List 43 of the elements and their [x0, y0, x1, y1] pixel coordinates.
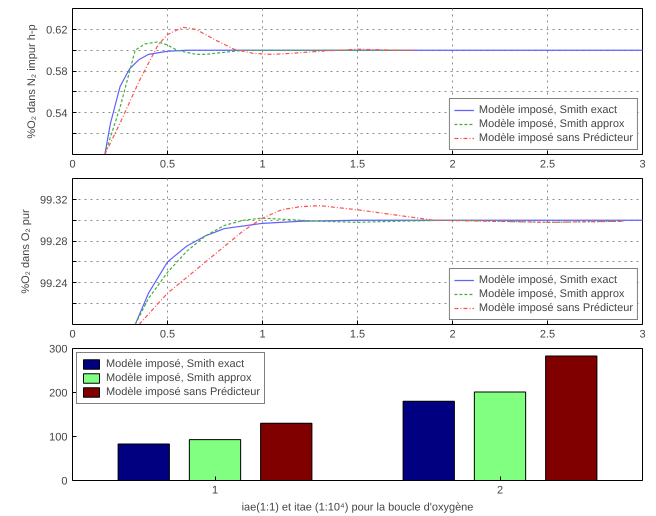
x-tick-label: 0 [69, 328, 76, 340]
legend-label: Modèle imposé, Smith exact [106, 357, 244, 371]
x-tick-label: 3 [639, 328, 646, 340]
x-tick-label: 1 [259, 158, 266, 170]
legend-label: Modèle imposé, Smith exact [478, 273, 618, 287]
y-tick-label: 99.32 [40, 194, 68, 206]
bar [260, 422, 312, 480]
y-axis-title: %O₂ dans N₂ impur h-p [26, 24, 38, 139]
x-axis-title: iae(1:1) et itae (1:10⁴) pour la boucle d'oxygène [242, 502, 474, 514]
legend-label: Modèle imposé sans Prédicteur [106, 385, 260, 399]
y-tick-label: 99.24 [40, 278, 68, 290]
y-tick-label: 99.28 [40, 236, 68, 248]
bar [545, 355, 598, 480]
y-tick-label: 200 [49, 388, 68, 400]
x-tick-label: 2 [496, 484, 504, 496]
x-tick-label: 1 [259, 328, 266, 340]
x-tick-label: 1.5 [350, 158, 366, 170]
legend-label: Modèle imposé, Smith approx [106, 371, 252, 385]
x-tick-label: 2 [449, 328, 456, 340]
legend-label: Modèle imposé, Smith approx [478, 287, 624, 301]
legend-label: Modèle imposé sans Prédicteur [478, 301, 633, 315]
bar [402, 400, 455, 480]
x-tick-label: 1.5 [350, 328, 366, 340]
x-tick-label: 3 [639, 158, 646, 170]
x-tick-label: 0.5 [160, 158, 176, 170]
x-tick-label: 0 [69, 158, 76, 170]
x-tick-label: 2 [449, 158, 456, 170]
y-tick-label: 0.54 [46, 108, 68, 120]
y-tick-label: 0.62 [46, 24, 68, 36]
x-tick-label: 1 [212, 484, 218, 496]
x-tick-label: 2.5 [540, 328, 556, 340]
y-tick-label: 300 [49, 344, 68, 356]
y-tick-label: 0.58 [46, 66, 68, 78]
y-tick-label: 100 [49, 432, 68, 444]
legend-label: Modèle imposé, Smith approx [478, 117, 624, 131]
x-tick-label: 0.5 [160, 328, 176, 340]
legend-label: Modèle imposé sans Prédicteur [478, 131, 633, 145]
x-tick-label: 2.5 [540, 158, 556, 170]
legend-label: Modèle imposé, Smith exact [478, 103, 618, 117]
y-axis-title: %O₂ dans O₂ pur [20, 208, 32, 294]
bar [118, 443, 170, 480]
y-tick-label: 0 [61, 476, 68, 488]
line-series [104, 50, 642, 154]
